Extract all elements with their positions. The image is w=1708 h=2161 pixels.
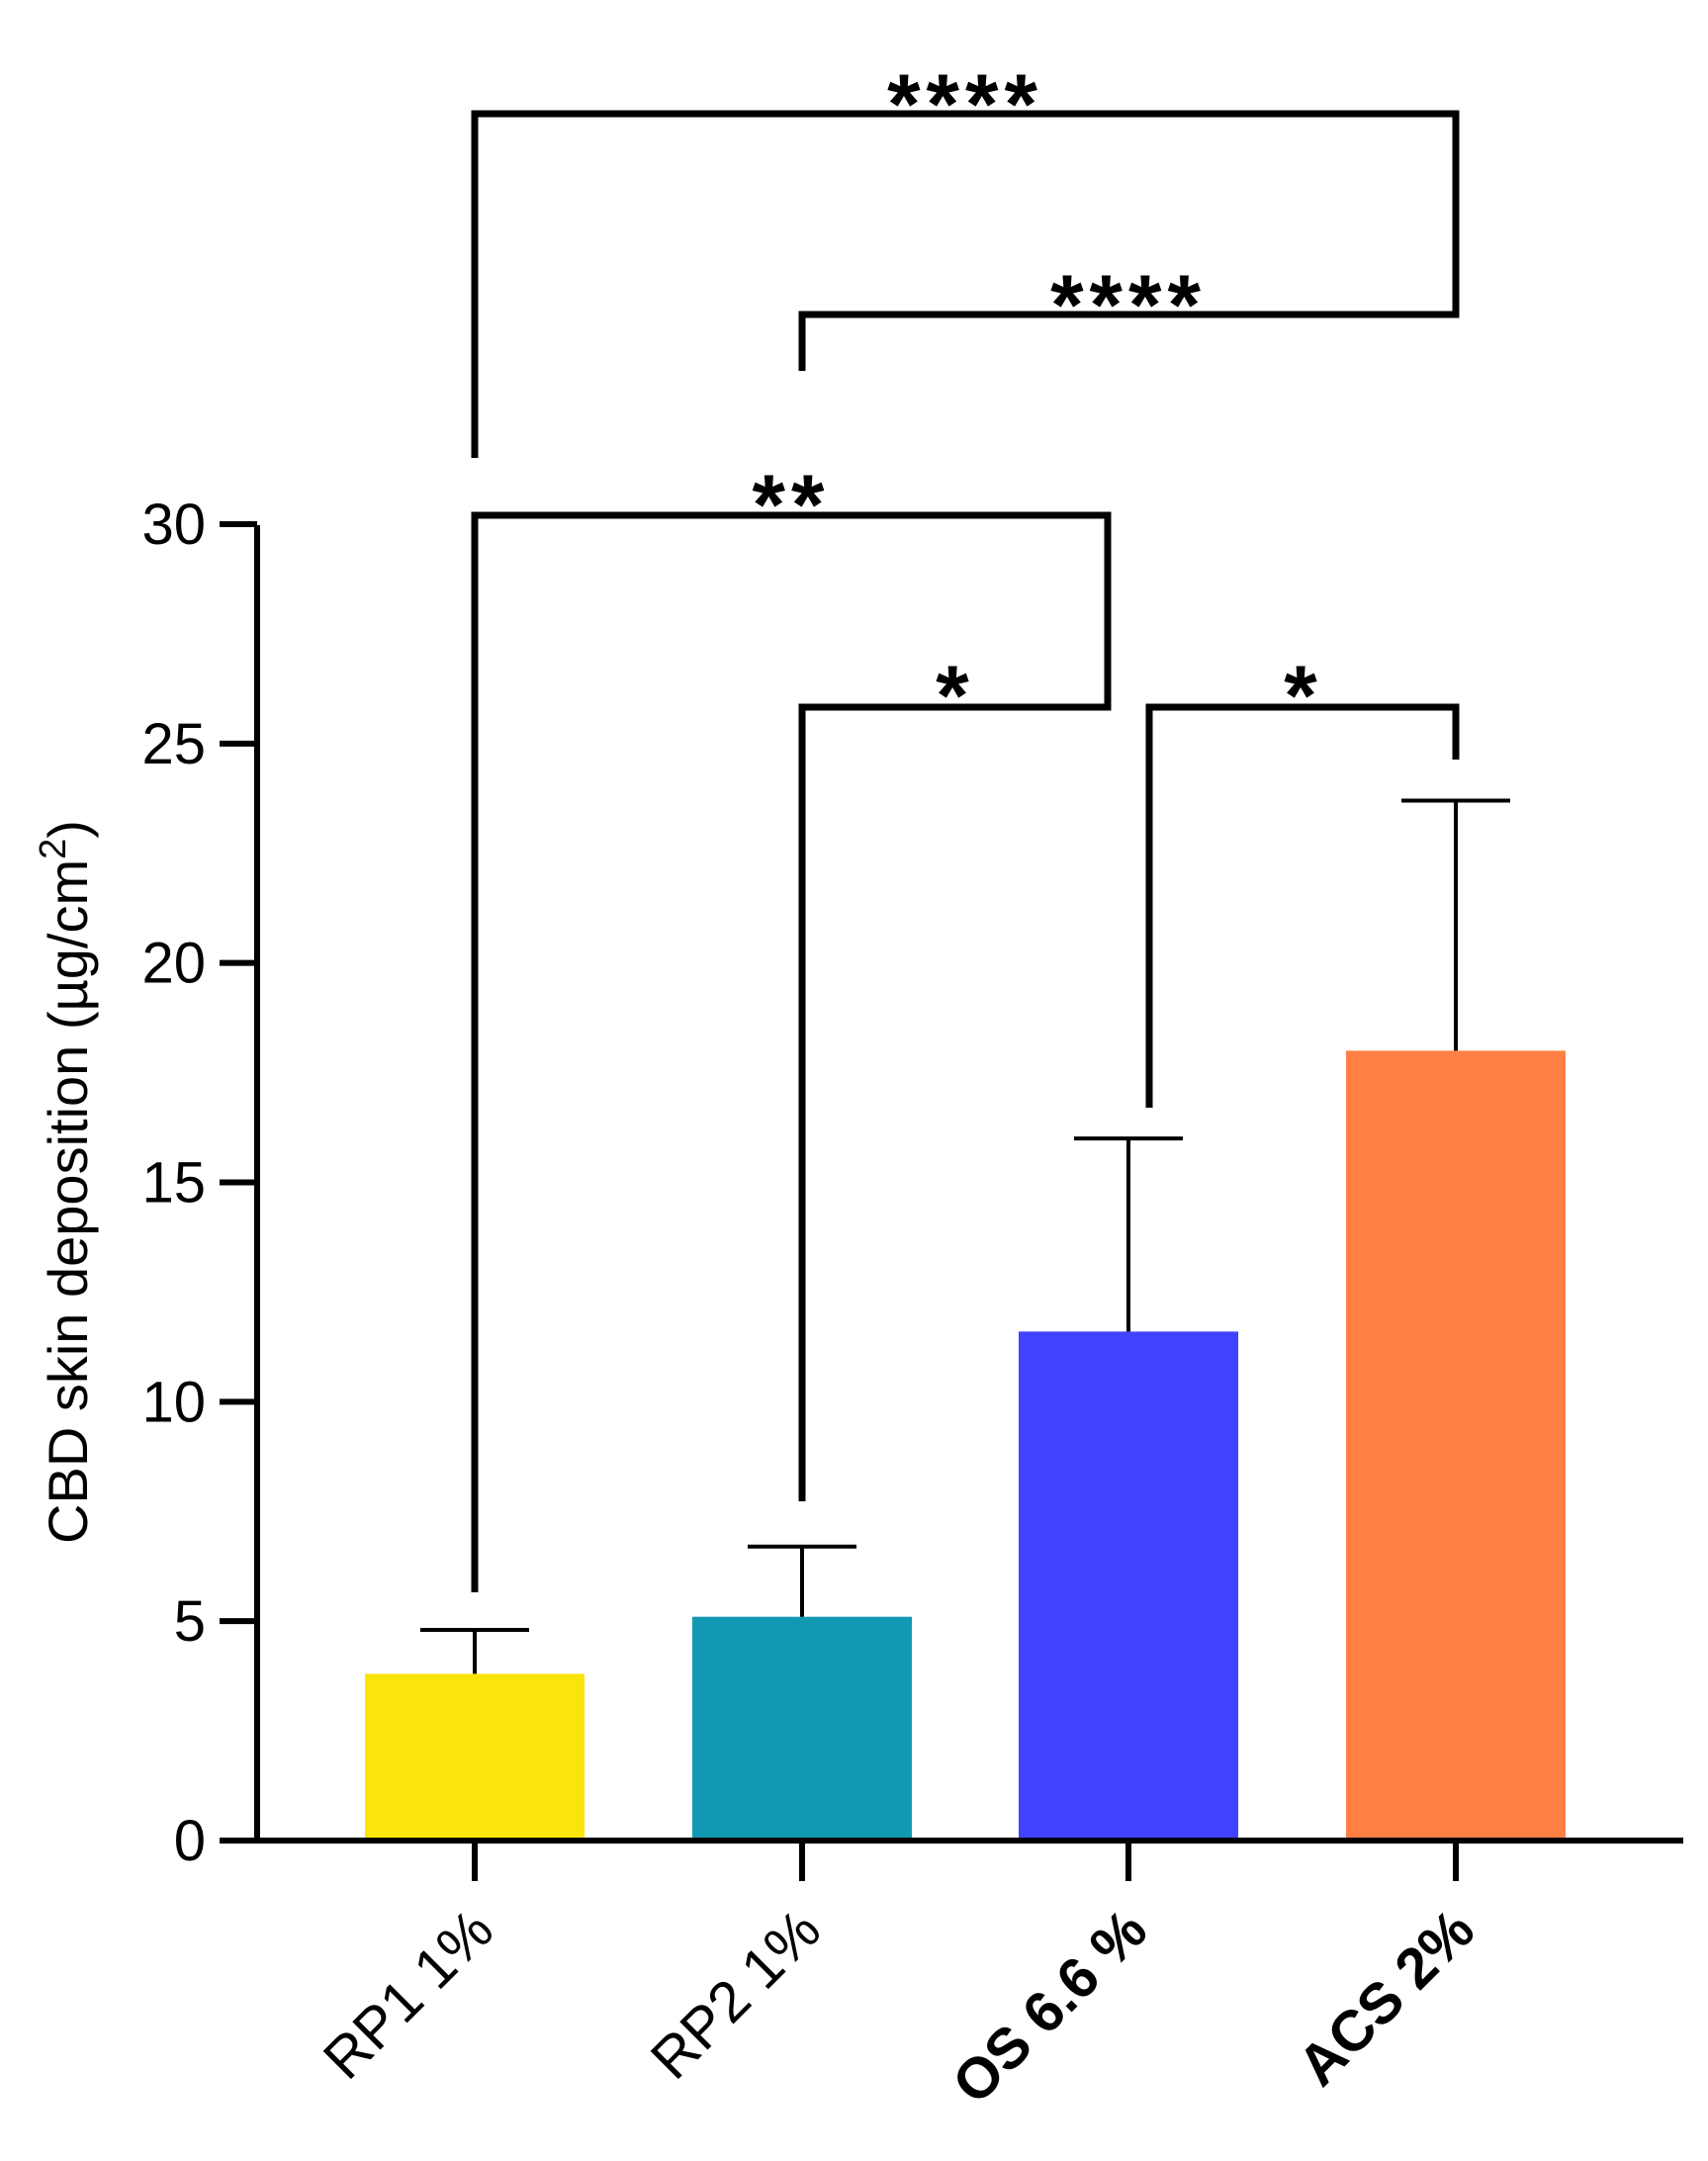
x-category-label: OS 6.6 % <box>941 1897 1159 2116</box>
x-category-label: RP2 1% <box>639 1897 833 2091</box>
y-tick-label: 25 <box>141 712 206 776</box>
significance-brackets: ************ <box>471 57 1460 1592</box>
y-tick-label: 15 <box>141 1151 206 1216</box>
y-tick-label: 0 <box>174 1809 206 1873</box>
significance-bracket <box>798 655 1112 1501</box>
significance-label: ** <box>753 458 831 553</box>
significance-label: * <box>936 649 974 744</box>
bar <box>365 1673 584 1841</box>
y-ticks: 0 5 10 15 20 25 30 <box>141 493 257 1873</box>
error-bars <box>420 798 1510 1674</box>
y-axis-label-superscript: 2 <box>33 839 74 859</box>
x-category-label: ACS 2% <box>1286 1897 1486 2098</box>
significance-label: * <box>1284 649 1322 744</box>
significance-label: **** <box>887 57 1043 152</box>
y-tick-label: 5 <box>174 1589 206 1654</box>
significance-bracket <box>798 255 1460 371</box>
x-ticks: RP1 1% RP2 1% OS 6.6 % ACS 2% <box>312 1841 1486 2116</box>
y-tick-label: 20 <box>141 932 206 996</box>
y-tick-label: 10 <box>141 1370 206 1434</box>
x-category-label: RP1 1% <box>312 1897 505 2091</box>
bars <box>365 1050 1566 1841</box>
significance-bracket <box>471 511 1112 1592</box>
bar <box>1346 1050 1566 1841</box>
significance-label: **** <box>1050 258 1207 353</box>
bar <box>692 1616 912 1841</box>
y-axis-label: CBD skin deposition (µg/cm2) <box>33 820 99 1544</box>
y-axis-label-suffix: ) <box>37 820 99 839</box>
y-tick-label: 30 <box>141 493 206 557</box>
significance-bracket <box>471 110 1460 458</box>
significance-bracket <box>1145 703 1460 1108</box>
bar <box>1019 1331 1238 1841</box>
